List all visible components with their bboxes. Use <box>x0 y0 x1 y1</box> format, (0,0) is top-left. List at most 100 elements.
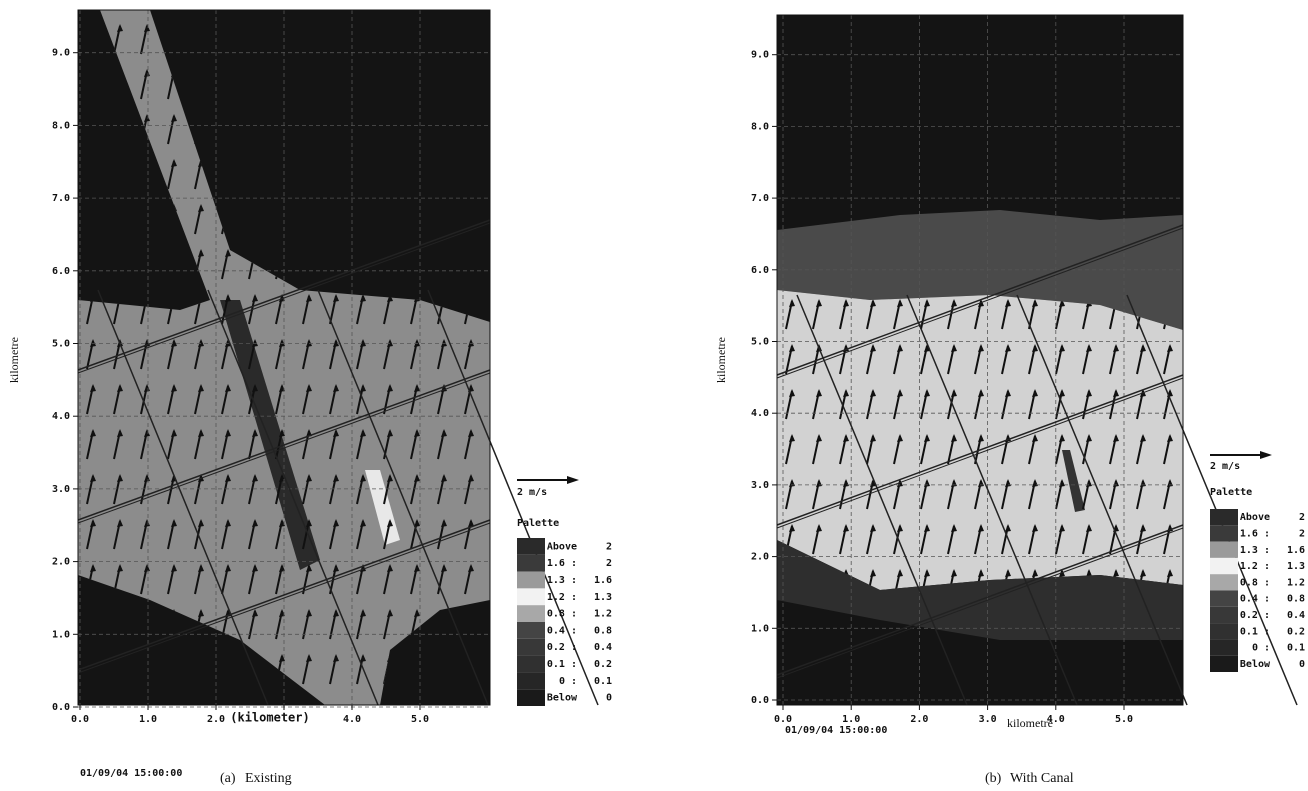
vector-head <box>468 429 474 437</box>
x-axis-label: (kilometer) <box>230 711 309 725</box>
vector-head <box>924 299 930 307</box>
palette-from: 0 : <box>1252 643 1270 654</box>
vector-head <box>441 339 447 347</box>
vector-head <box>279 654 285 662</box>
vector-head <box>1032 434 1038 442</box>
palette-to: 1.2 <box>1287 577 1305 588</box>
vector-head <box>144 519 150 527</box>
vector-head <box>468 564 474 572</box>
vector-head <box>171 564 177 572</box>
scale-label: 2 m/s <box>517 487 547 498</box>
y-tick-label: 6.0 <box>751 265 769 276</box>
mesh-line <box>77 369 491 521</box>
vector-head <box>816 389 822 397</box>
vector-head <box>306 564 312 572</box>
palette-swatch <box>1210 557 1238 575</box>
vector-head <box>252 384 258 392</box>
vector-head <box>1140 524 1146 532</box>
vector-head <box>1059 344 1065 352</box>
vector-head <box>789 344 795 352</box>
vector-head <box>117 429 123 437</box>
vector-head <box>171 339 177 347</box>
vector-head <box>951 344 957 352</box>
y-tick-label: 8.0 <box>751 121 769 132</box>
vector-head <box>171 519 177 527</box>
palette-from: 0.1 : <box>547 659 577 670</box>
vector-head <box>144 24 150 32</box>
vector-head <box>171 429 177 437</box>
vector-head <box>171 384 177 392</box>
vector-head <box>870 344 876 352</box>
vector-head <box>360 519 366 527</box>
vector-head <box>414 429 420 437</box>
palette-swatch <box>517 605 545 622</box>
vector-head <box>789 524 795 532</box>
palette-swatch <box>517 538 545 555</box>
mesh-line <box>776 524 1184 676</box>
palette-from: 1.6 : <box>547 558 577 569</box>
mesh-line <box>207 289 379 706</box>
palette-swatch <box>1210 525 1238 542</box>
vector-head <box>1005 299 1011 307</box>
palette-to: 2 <box>606 541 612 552</box>
x-tick-label: 5.0 <box>1115 714 1133 725</box>
mesh-line <box>427 289 599 706</box>
mesh-line <box>796 294 968 706</box>
vector-head <box>171 159 177 167</box>
palette-swatch <box>517 655 545 673</box>
y-tick-label: 9.0 <box>52 48 70 59</box>
y-tick-label: 4.0 <box>52 411 70 422</box>
vector-head <box>90 519 96 527</box>
mesh-line <box>77 219 491 371</box>
vector-head <box>1032 299 1038 307</box>
vector-head <box>144 474 150 482</box>
vector-head <box>951 569 957 577</box>
vector-head <box>441 564 447 572</box>
vector-head <box>1140 569 1146 577</box>
vector-head <box>789 299 795 307</box>
vector-head <box>198 519 204 527</box>
x-tick-label: 2.0 <box>207 714 225 725</box>
y-axis-label: kilometre <box>7 337 21 383</box>
vector-head <box>252 429 258 437</box>
x-tick-label: 1.0 <box>139 714 157 725</box>
vector-head <box>1059 434 1065 442</box>
vector-head <box>252 519 258 527</box>
vector-head <box>924 344 930 352</box>
y-tick-label: 7.0 <box>751 193 769 204</box>
vector-head <box>870 299 876 307</box>
vector-head <box>144 384 150 392</box>
palette-from: Above <box>547 541 577 552</box>
vector-head <box>897 524 903 532</box>
y-tick-label: 9.0 <box>751 50 769 61</box>
vector-head <box>333 339 339 347</box>
vector-head <box>333 474 339 482</box>
vector-head <box>198 429 204 437</box>
vector-head <box>387 564 393 572</box>
palette-swatch <box>1210 639 1238 656</box>
vector-head <box>1059 299 1065 307</box>
vector-head <box>1005 344 1011 352</box>
vector-head <box>225 249 231 257</box>
vector-head <box>144 564 150 572</box>
vector-head <box>1113 389 1119 397</box>
vector-head <box>897 389 903 397</box>
palette-to: 0 <box>606 693 612 704</box>
vector-head <box>225 429 231 437</box>
palette-swatch <box>517 672 545 690</box>
island <box>1062 450 1085 512</box>
vector-head <box>90 474 96 482</box>
vector-head <box>252 564 258 572</box>
palette-swatch <box>517 689 545 706</box>
mesh-line <box>1126 294 1298 706</box>
vector-head <box>333 294 339 302</box>
y-tick-label: 7.0 <box>52 193 70 204</box>
palette-to: 2 <box>606 558 612 569</box>
x-tick-label: 4.0 <box>1047 714 1065 725</box>
timestamp: 01/09/04 15:00:00 <box>785 725 887 736</box>
vector-head <box>441 474 447 482</box>
vector-head <box>360 384 366 392</box>
palette-from: 0.8 : <box>1240 577 1270 588</box>
mesh-line <box>97 289 269 706</box>
vector-head <box>870 434 876 442</box>
